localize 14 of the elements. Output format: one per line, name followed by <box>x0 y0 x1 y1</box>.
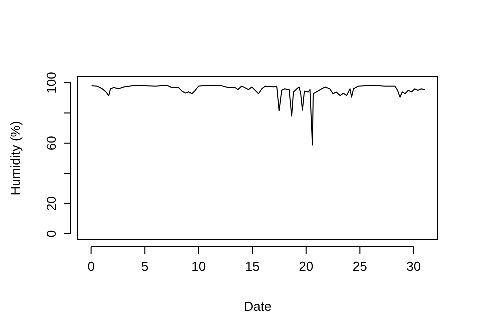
y-axis-title: Humidity (%) <box>8 121 23 196</box>
y-tick-label: 0 <box>44 230 59 238</box>
x-tick-label: 30 <box>406 259 422 274</box>
x-tick-label: 10 <box>192 259 206 274</box>
x-tick-label: 0 <box>88 259 95 274</box>
y-tick-label: 60 <box>44 136 59 151</box>
x-tick-label: 15 <box>245 259 260 274</box>
x-tick-label: 5 <box>141 259 149 274</box>
y-tick-label: 100 <box>44 72 59 94</box>
x-axis-title: Date <box>244 299 272 314</box>
y-tick-label: 20 <box>44 196 59 212</box>
x-tick-label: 20 <box>299 259 314 274</box>
x-tick-label: 25 <box>352 259 368 274</box>
line-series <box>91 85 426 146</box>
